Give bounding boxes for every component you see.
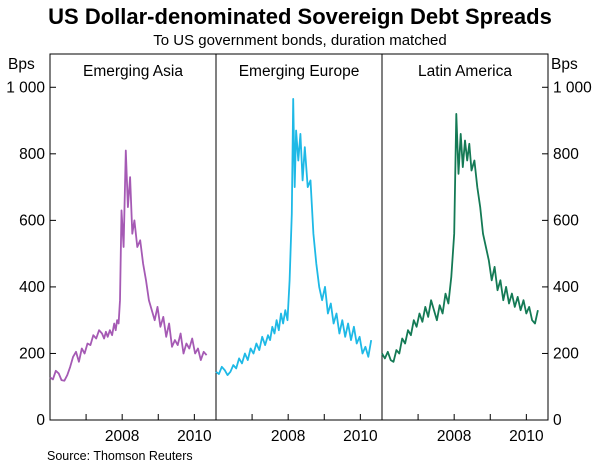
x-tick-label: 2008 xyxy=(271,428,305,445)
x-tick-label: 2008 xyxy=(437,428,471,445)
y-tick-label-right: 800 xyxy=(553,146,579,163)
y-tick-label-left: 400 xyxy=(19,279,45,296)
y-tick-label-right: 400 xyxy=(553,279,579,296)
panel-latin-america: Latin America 2008 2010 xyxy=(381,63,544,445)
panel-label: Emerging Asia xyxy=(83,63,183,80)
x-tick-label: 2010 xyxy=(509,428,544,445)
panel-label: Emerging Europe xyxy=(239,63,360,80)
y-tick-label-right: 200 xyxy=(553,345,579,362)
series-line xyxy=(215,98,373,376)
y-tick-label-right: 0 xyxy=(553,412,562,429)
chart-subtitle: To US government bonds, duration matched xyxy=(153,32,447,49)
panel-label: Latin America xyxy=(418,63,512,80)
chart-title: US Dollar-denominated Sovereign Debt Spr… xyxy=(48,4,552,29)
x-tick-label: 2008 xyxy=(105,428,139,445)
y-tick-label-left: 800 xyxy=(19,146,45,163)
panel-emerging-asia: Emerging Asia 2008 2010 xyxy=(49,63,212,445)
y-tick-label-left: 600 xyxy=(19,212,45,229)
y-axis-unit-left: Bps xyxy=(8,56,35,73)
y-tick-label-right: 600 xyxy=(553,212,579,229)
chart-source: Source: Thomson Reuters xyxy=(47,449,193,463)
panel-emerging-europe: Emerging Europe 2008 2010 xyxy=(215,63,378,445)
series-line xyxy=(49,149,208,382)
x-tick-label: 2010 xyxy=(343,428,378,445)
y-tick-label-left: 200 xyxy=(19,345,45,362)
y-axis-unit-right: Bps xyxy=(551,56,578,73)
series-line xyxy=(381,113,539,363)
y-tick-label-left: 0 xyxy=(36,412,45,429)
plot-frame xyxy=(49,53,549,421)
y-tick-label-right: 1 000 xyxy=(553,79,592,96)
x-tick-label: 2010 xyxy=(177,428,212,445)
y-tick-label-left: 1 000 xyxy=(6,79,45,96)
